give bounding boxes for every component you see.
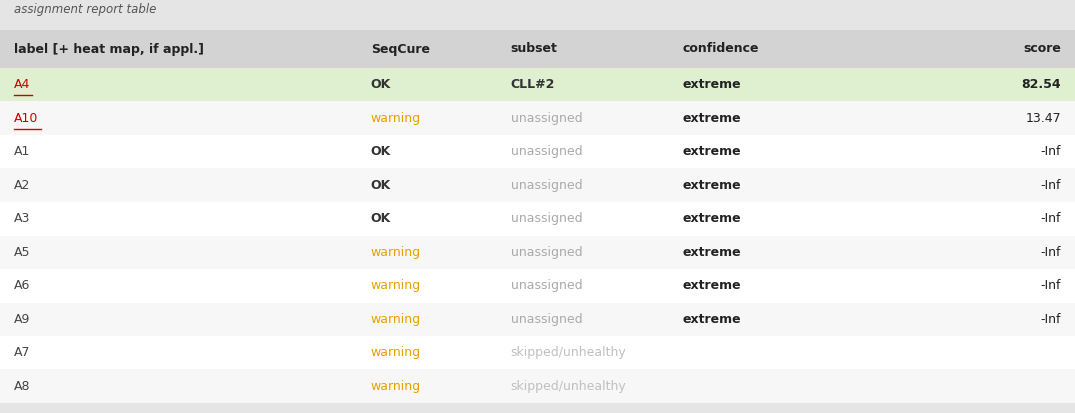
- Text: A8: A8: [14, 380, 30, 393]
- Text: warning: warning: [371, 380, 421, 393]
- Text: assignment report table: assignment report table: [14, 2, 156, 16]
- Text: subset: subset: [511, 43, 558, 55]
- Text: -Inf: -Inf: [1041, 145, 1061, 158]
- Text: extreme: extreme: [683, 313, 742, 326]
- Text: OK: OK: [371, 78, 391, 91]
- Text: OK: OK: [371, 179, 391, 192]
- Text: A6: A6: [14, 279, 30, 292]
- Text: unassigned: unassigned: [511, 212, 583, 225]
- Text: extreme: extreme: [683, 212, 742, 225]
- Text: extreme: extreme: [683, 179, 742, 192]
- Bar: [0, 202, 1075, 235]
- Bar: [0, 269, 1075, 302]
- Text: A2: A2: [14, 179, 30, 192]
- Text: warning: warning: [371, 246, 421, 259]
- Text: extreme: extreme: [683, 112, 742, 125]
- Text: 82.54: 82.54: [1021, 78, 1061, 91]
- Text: A4: A4: [14, 78, 30, 91]
- Bar: [0, 68, 1075, 102]
- Bar: [0, 370, 1075, 403]
- Text: unassigned: unassigned: [511, 246, 583, 259]
- Bar: [0, 169, 1075, 202]
- Bar: [0, 336, 1075, 370]
- Text: unassigned: unassigned: [511, 145, 583, 158]
- Bar: [0, 102, 1075, 135]
- Text: warning: warning: [371, 112, 421, 125]
- Text: skipped/unhealthy: skipped/unhealthy: [511, 380, 627, 393]
- Text: A1: A1: [14, 145, 30, 158]
- Text: extreme: extreme: [683, 145, 742, 158]
- Text: SeqCure: SeqCure: [371, 43, 430, 55]
- Text: -Inf: -Inf: [1041, 246, 1061, 259]
- Text: warning: warning: [371, 346, 421, 359]
- Bar: [0, 135, 1075, 169]
- Text: skipped/unhealthy: skipped/unhealthy: [511, 346, 627, 359]
- Text: extreme: extreme: [683, 246, 742, 259]
- Text: unassigned: unassigned: [511, 313, 583, 326]
- Text: A9: A9: [14, 313, 30, 326]
- Text: score: score: [1023, 43, 1061, 55]
- Text: unassigned: unassigned: [511, 112, 583, 125]
- Text: A3: A3: [14, 212, 30, 225]
- Text: OK: OK: [371, 212, 391, 225]
- Text: warning: warning: [371, 279, 421, 292]
- Text: -Inf: -Inf: [1041, 179, 1061, 192]
- Text: extreme: extreme: [683, 78, 742, 91]
- Text: -Inf: -Inf: [1041, 279, 1061, 292]
- Text: confidence: confidence: [683, 43, 759, 55]
- Text: warning: warning: [371, 313, 421, 326]
- Bar: [0, 30, 1075, 68]
- Text: OK: OK: [371, 145, 391, 158]
- Text: A7: A7: [14, 346, 30, 359]
- Bar: [0, 235, 1075, 269]
- Text: CLL#2: CLL#2: [511, 78, 555, 91]
- Text: A5: A5: [14, 246, 30, 259]
- Bar: [0, 302, 1075, 336]
- Text: label [+ heat map, if appl.]: label [+ heat map, if appl.]: [14, 43, 204, 55]
- Text: unassigned: unassigned: [511, 279, 583, 292]
- Text: -Inf: -Inf: [1041, 313, 1061, 326]
- Text: A10: A10: [14, 112, 39, 125]
- Text: -Inf: -Inf: [1041, 212, 1061, 225]
- Text: unassigned: unassigned: [511, 179, 583, 192]
- Text: extreme: extreme: [683, 279, 742, 292]
- Text: 13.47: 13.47: [1026, 112, 1061, 125]
